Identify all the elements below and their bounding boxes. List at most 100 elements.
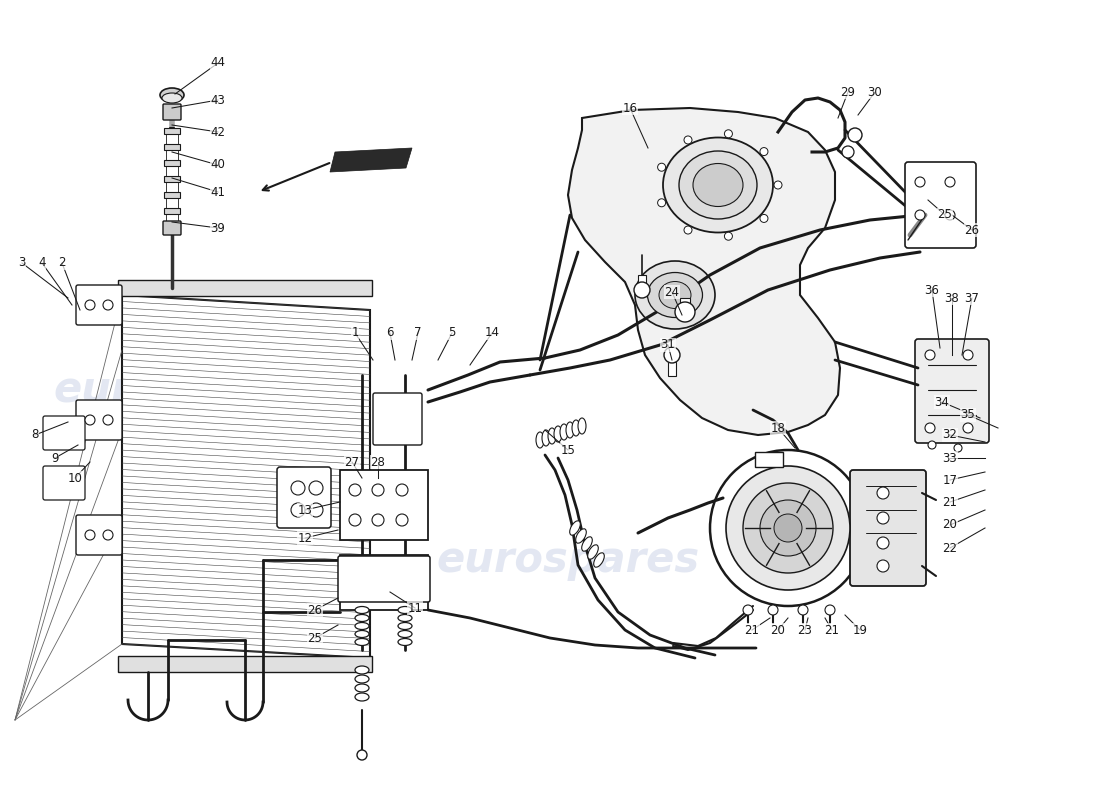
Bar [340, 555, 428, 610]
Text: 26: 26 [308, 603, 322, 617]
Text: 1: 1 [351, 326, 359, 339]
Text: 26: 26 [965, 223, 979, 237]
Circle shape [877, 537, 889, 549]
Ellipse shape [355, 606, 368, 614]
Circle shape [85, 415, 95, 425]
Text: 28: 28 [371, 455, 385, 469]
Circle shape [825, 605, 835, 615]
FancyBboxPatch shape [277, 467, 331, 528]
Text: 12: 12 [297, 531, 312, 545]
Ellipse shape [398, 614, 412, 622]
Ellipse shape [355, 622, 368, 630]
Circle shape [760, 500, 816, 556]
Ellipse shape [355, 614, 368, 622]
Text: 27: 27 [344, 455, 360, 469]
Circle shape [85, 530, 95, 540]
Circle shape [85, 300, 95, 310]
Text: eurospares: eurospares [54, 369, 317, 411]
Circle shape [349, 484, 361, 496]
Text: 18: 18 [771, 422, 785, 434]
FancyBboxPatch shape [76, 285, 122, 325]
Circle shape [877, 512, 889, 524]
Circle shape [358, 750, 367, 760]
Text: 14: 14 [484, 326, 499, 339]
Text: 13: 13 [298, 503, 312, 517]
Circle shape [877, 487, 889, 499]
Ellipse shape [594, 553, 604, 567]
Text: 22: 22 [943, 542, 957, 554]
Text: 37: 37 [965, 291, 979, 305]
Circle shape [915, 177, 925, 187]
Circle shape [372, 484, 384, 496]
FancyBboxPatch shape [338, 556, 430, 602]
Text: 33: 33 [943, 451, 957, 465]
Ellipse shape [160, 88, 184, 102]
Circle shape [962, 350, 974, 360]
Circle shape [742, 605, 754, 615]
Bar [340, 470, 428, 540]
Text: 21: 21 [825, 623, 839, 637]
Circle shape [684, 136, 692, 144]
Ellipse shape [398, 622, 412, 630]
FancyBboxPatch shape [915, 339, 989, 443]
Text: 15: 15 [561, 443, 575, 457]
Ellipse shape [398, 606, 412, 614]
Text: 2: 2 [58, 257, 66, 270]
Circle shape [292, 503, 305, 517]
Text: 21: 21 [745, 623, 759, 637]
Ellipse shape [679, 151, 757, 219]
Ellipse shape [635, 261, 715, 329]
Bar [638, 275, 646, 290]
Circle shape [877, 560, 889, 572]
FancyBboxPatch shape [76, 400, 122, 440]
Circle shape [309, 481, 323, 495]
Bar [755, 452, 783, 467]
FancyBboxPatch shape [850, 470, 926, 586]
Ellipse shape [355, 693, 368, 701]
Text: 10: 10 [67, 471, 82, 485]
Circle shape [915, 210, 925, 220]
FancyBboxPatch shape [43, 416, 85, 450]
Ellipse shape [572, 420, 580, 436]
Text: 30: 30 [868, 86, 882, 98]
Circle shape [925, 350, 935, 360]
Circle shape [372, 514, 384, 526]
Bar [166, 214, 178, 224]
Circle shape [658, 163, 666, 171]
Text: 29: 29 [840, 86, 856, 98]
Text: 42: 42 [210, 126, 225, 138]
Ellipse shape [659, 282, 691, 309]
Text: 25: 25 [937, 209, 953, 222]
Text: 21: 21 [943, 495, 957, 509]
Circle shape [396, 514, 408, 526]
Circle shape [760, 147, 768, 155]
Circle shape [742, 483, 833, 573]
Circle shape [954, 444, 962, 452]
Bar [166, 166, 178, 176]
Circle shape [962, 423, 974, 433]
Ellipse shape [554, 426, 562, 442]
Bar [680, 298, 690, 312]
Circle shape [848, 128, 862, 142]
Ellipse shape [542, 430, 550, 446]
Text: eurospares: eurospares [437, 539, 700, 581]
Circle shape [309, 503, 323, 517]
Bar [164, 128, 180, 134]
Text: 3: 3 [19, 257, 25, 270]
Circle shape [798, 605, 808, 615]
Ellipse shape [578, 418, 586, 434]
FancyBboxPatch shape [163, 104, 182, 120]
Circle shape [726, 466, 850, 590]
Text: 31: 31 [661, 338, 675, 351]
Ellipse shape [566, 422, 574, 438]
Text: 40: 40 [210, 158, 225, 171]
Ellipse shape [648, 273, 703, 318]
Text: 38: 38 [945, 291, 959, 305]
Text: 5: 5 [449, 326, 455, 339]
Text: 41: 41 [210, 186, 225, 198]
Ellipse shape [536, 432, 544, 448]
Ellipse shape [162, 93, 182, 103]
Bar [166, 150, 178, 160]
Text: 34: 34 [935, 395, 949, 409]
Bar [164, 144, 180, 150]
